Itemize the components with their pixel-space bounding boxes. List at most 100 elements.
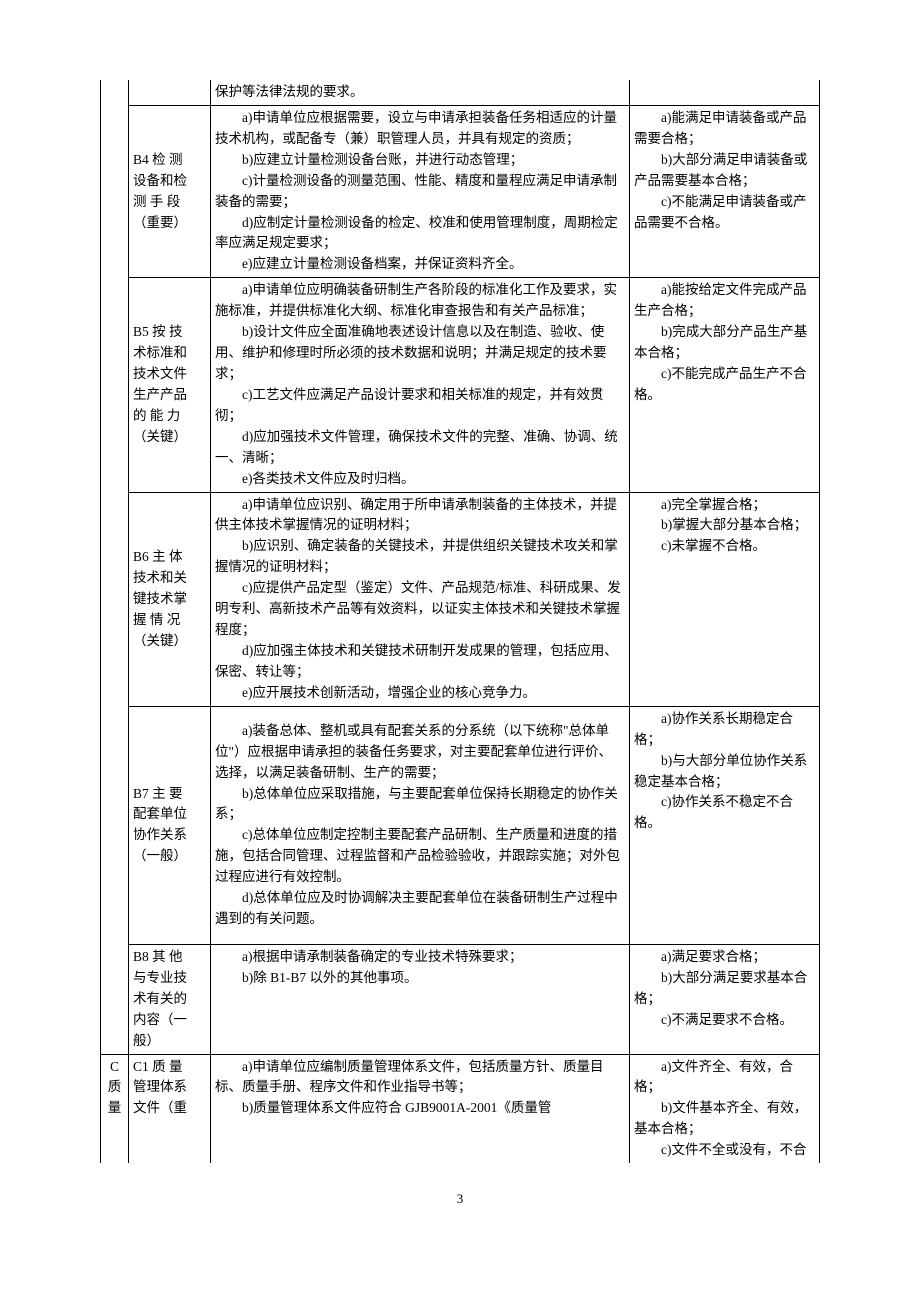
item-cell: C1 质 量 管理体系 文件（重 [129,1054,211,1163]
table-row: B6 主 体 技术和关 键技术掌 握 情 况 （关键） a)申请单位应识别、确定… [101,492,820,706]
item-title-line: 生产产品 [133,385,206,406]
table-row: C 质 量 C1 质 量 管理体系 文件（重 a)申请单位应编制质量管理体系文件… [101,1054,820,1163]
evaluation-cell: a)满足要求合格； b)大部分满足要求基本合格； c)不满足要求不合格。 [630,944,820,1054]
item-title-line: 术有关的 [133,989,206,1010]
item-title-line: B5 按 技 [133,322,206,343]
evaluation-text: c)协作关系不稳定不合格。 [634,792,815,834]
evaluation-text: b)与大部分单位协作关系稳定基本合格； [634,751,815,793]
item-title-line: 技术文件 [133,364,206,385]
category-cell [101,105,129,277]
requirement-text: c)应提供产品定型（鉴定）文件、产品规范/标准、科研成果、发明专利、高新技术产品… [215,578,625,641]
requirement-cell: a)根据申请承制装备确定的专业技术特殊要求； b)除 B1-B7 以外的其他事项… [211,944,630,1054]
requirement-text: e)应开展技术创新活动，增强企业的核心竞争力。 [215,683,625,704]
evaluation-cell [630,80,820,105]
requirement-text: d)总体单位应及时协调解决主要配套单位在装备研制生产过程中遇到的有关问题。 [215,888,625,930]
evaluation-text: c)未掌握不合格。 [634,536,815,557]
item-title-line: 与专业技 [133,968,206,989]
evaluation-text: a)完全掌握合格； [634,495,815,516]
item-title-line: 技术和关 [133,568,206,589]
criteria-table: 保护等法律法规的要求。 B4 检 测 设备和检 测 手 段 （重要） a)申请单… [100,80,820,1163]
table-row: B8 其 他 与专业技 术有关的 内容（一 般） a)根据申请承制装备确定的专业… [101,944,820,1054]
evaluation-text: a)能满足申请装备或产品需要合格； [634,108,815,150]
requirement-text: d)应制定计量检测设备的检定、校准和使用管理制度，周期检定率应满足规定要求； [215,213,625,255]
requirement-cell: 保护等法律法规的要求。 [211,80,630,105]
table-row: B4 检 测 设备和检 测 手 段 （重要） a)申请单位应根据需要，设立与申请… [101,105,820,277]
requirement-text: d)应加强主体技术和关键技术研制开发成果的管理，包括应用、保密、转让等； [215,641,625,683]
category-cell [101,492,129,706]
requirement-text: b)总体单位应采取措施，与主要配套单位保持长期稳定的协作关系； [215,784,625,826]
requirement-text: a)申请单位应编制质量管理体系文件，包括质量方针、质量目标、质量手册、程序文件和… [215,1057,625,1099]
requirement-text: c)总体单位应制定控制主要配套产品研制、生产质量和进度的措施，包括合同管理、过程… [215,825,625,888]
category-label: C [105,1057,124,1078]
evaluation-text: b)掌握大部分基本合格； [634,515,815,536]
requirement-cell: a)申请单位应编制质量管理体系文件，包括质量方针、质量目标、质量手册、程序文件和… [211,1054,630,1163]
requirement-cell: a)申请单位应识别、确定用于所申请承制装备的主体技术，并提供主体技术掌握情况的证… [211,492,630,706]
item-title-line: B4 检 测 [133,150,206,171]
requirement-text: b)除 B1-B7 以外的其他事项。 [215,968,625,989]
evaluation-cell: a)协作关系长期稳定合格； b)与大部分单位协作关系稳定基本合格； c)协作关系… [630,706,820,944]
requirement-text: d)应加强技术文件管理，确保技术文件的完整、准确、协调、统一、清晰； [215,427,625,469]
evaluation-text: c)不能满足申请装备或产品需要不合格。 [634,192,815,234]
requirement-text: b)质量管理体系文件应符合 GJB9001A-2001《质量管 [215,1098,625,1119]
requirement-text: c)工艺文件应满足产品设计要求和相关标准的规定，并有效贯彻； [215,385,625,427]
requirement-text: a)申请单位应识别、确定用于所申请承制装备的主体技术，并提供主体技术掌握情况的证… [215,495,625,537]
requirement-text: b)应识别、确定装备的关键技术，并提供组织关键技术攻关和掌握情况的证明材料； [215,536,625,578]
evaluation-text: a)文件齐全、有效，合格； [634,1057,815,1099]
item-title-line: 键技术掌 [133,589,206,610]
category-cell [101,706,129,944]
evaluation-text: a)协作关系长期稳定合格； [634,709,815,751]
page-number: 3 [100,1191,820,1207]
requirement-text: e)应建立计量检测设备档案，并保证资料齐全。 [215,254,625,275]
item-title-line: 设备和检 [133,171,206,192]
category-label: 量 [105,1098,124,1119]
item-title-line: （一般） [133,846,206,867]
item-cell: B5 按 技 术标准和 技术文件 生产产品 的 能 力 （关键） [129,278,211,492]
item-cell: B4 检 测 设备和检 测 手 段 （重要） [129,105,211,277]
requirement-text: e)各类技术文件应及时归档。 [215,469,625,490]
item-cell: B8 其 他 与专业技 术有关的 内容（一 般） [129,944,211,1054]
evaluation-text: a)能按给定文件完成产品生产合格； [634,280,815,322]
evaluation-text: b)大部分满足申请装备或产品需要基本合格； [634,150,815,192]
item-title-line: （重要） [133,213,206,234]
item-title-line: （关键） [133,631,206,652]
requirement-text: c)计量检测设备的测量范围、性能、精度和量程应满足申请承制装备的需要； [215,171,625,213]
requirement-cell: a)装备总体、整机或具有配套关系的分系统（以下统称"总体单位"）应根据申请承担的… [211,706,630,944]
item-title-line: 握 情 况 [133,610,206,631]
item-title-line: 术标准和 [133,343,206,364]
requirement-text: b)设计文件应全面准确地表述设计信息以及在制造、验收、使用、维护和修理时所必须的… [215,322,625,385]
item-title-line: 协作关系 [133,825,206,846]
category-label: 质 [105,1077,124,1098]
item-cell: B6 主 体 技术和关 键技术掌 握 情 况 （关键） [129,492,211,706]
evaluation-cell: a)能按给定文件完成产品生产合格； b)完成大部分产品生产基本合格； c)不能完… [630,278,820,492]
requirement-cell: a)申请单位应根据需要，设立与申请承担装备任务相适应的计量技术机构，或配备专（兼… [211,105,630,277]
item-title-line: 配套单位 [133,804,206,825]
category-cell [101,278,129,492]
item-title-line: 测 手 段 [133,192,206,213]
requirement-text: b)应建立计量检测设备台账，并进行动态管理； [215,150,625,171]
item-title-line: B8 其 他 [133,947,206,968]
requirement-cell: a)申请单位应明确装备研制生产各阶段的标准化工作及要求，实施标准，并提供标准化大… [211,278,630,492]
evaluation-text: c)不能完成产品生产不合格。 [634,364,815,406]
evaluation-text: b)完成大部分产品生产基本合格； [634,322,815,364]
requirement-text: a)申请单位应根据需要，设立与申请承担装备任务相适应的计量技术机构，或配备专（兼… [215,108,625,150]
item-cell [129,80,211,105]
evaluation-text: b)文件基本齐全、有效，基本合格； [634,1098,815,1140]
evaluation-cell: a)文件齐全、有效，合格； b)文件基本齐全、有效，基本合格； c)文件不全或没… [630,1054,820,1163]
item-title-line: B7 主 要 [133,784,206,805]
requirement-text: a)申请单位应明确装备研制生产各阶段的标准化工作及要求，实施标准，并提供标准化大… [215,280,625,322]
category-cell: C 质 量 [101,1054,129,1163]
document-page: 保护等法律法规的要求。 B4 检 测 设备和检 测 手 段 （重要） a)申请单… [0,0,920,1247]
item-title-line: （关键） [133,427,206,448]
item-title-line: 的 能 力 [133,406,206,427]
item-title-line: C1 质 量 [133,1057,206,1078]
item-title-line: B6 主 体 [133,547,206,568]
category-cell [101,80,129,105]
item-title-line: 内容（一 [133,1010,206,1031]
evaluation-text: c)不满足要求不合格。 [634,1010,815,1031]
item-title-line: 文件（重 [133,1098,206,1119]
item-title-line: 管理体系 [133,1077,206,1098]
requirement-text: 保护等法律法规的要求。 [215,82,625,103]
evaluation-cell: a)能满足申请装备或产品需要合格； b)大部分满足申请装备或产品需要基本合格； … [630,105,820,277]
table-row: B5 按 技 术标准和 技术文件 生产产品 的 能 力 （关键） a)申请单位应… [101,278,820,492]
requirement-text: a)装备总体、整机或具有配套关系的分系统（以下统称"总体单位"）应根据申请承担的… [215,721,625,784]
